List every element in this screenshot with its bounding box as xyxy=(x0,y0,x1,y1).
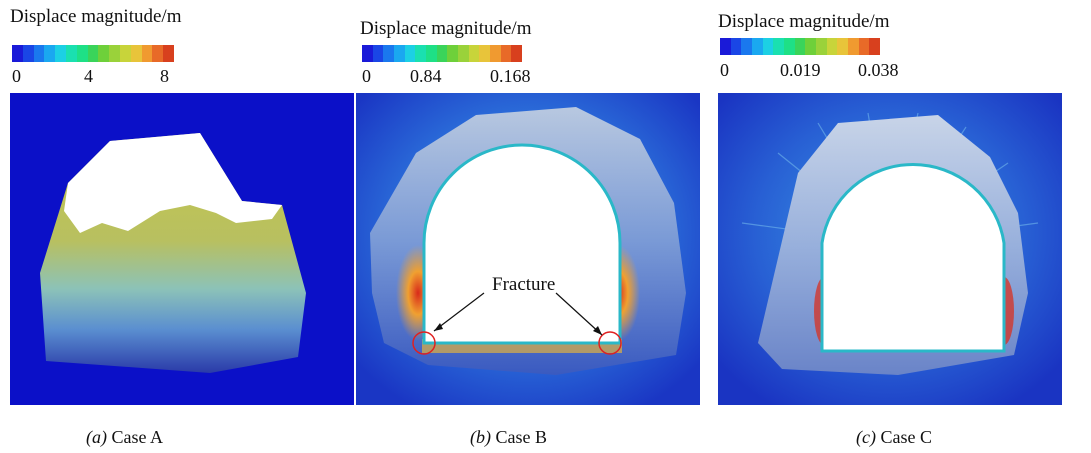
legend-title: Displace magnitude/m xyxy=(360,18,532,39)
legend-tick-mid: 0.84 xyxy=(410,66,442,86)
fracture-marker-left xyxy=(412,331,436,355)
legend-swatch xyxy=(762,38,774,55)
legend-swatch xyxy=(479,45,491,62)
legend-swatch xyxy=(869,38,881,55)
legend-swatch xyxy=(741,38,753,55)
legend-swatch xyxy=(858,38,870,55)
legend-swatch xyxy=(458,45,469,62)
caption-case-a: (a) Case A xyxy=(86,427,163,448)
caption-case-b: (b) Case B xyxy=(470,427,547,448)
legend-title: Displace magnitude/m xyxy=(718,11,890,32)
legend-swatch xyxy=(130,45,142,62)
legend-swatch xyxy=(752,38,763,55)
legend-swatch xyxy=(76,45,88,62)
legend-swatch xyxy=(490,45,501,62)
caption-letter: (a) xyxy=(86,427,107,447)
legend-tick-max: 0.038 xyxy=(858,60,899,80)
legend-color-bar xyxy=(362,45,523,62)
displacement-plot-case-a xyxy=(10,93,354,405)
fracture-marker-right xyxy=(598,331,622,355)
legend-tick-max: 0.168 xyxy=(490,66,531,86)
legend-title: Displace magnitude/m xyxy=(10,6,182,27)
legend-swatch xyxy=(436,45,448,62)
caption-text: Case B xyxy=(491,427,548,447)
legend-swatch xyxy=(152,45,164,62)
legend-swatch xyxy=(383,45,395,62)
legend-swatch xyxy=(87,45,99,62)
legend-swatch xyxy=(848,38,859,55)
legend-swatch xyxy=(12,45,23,62)
legend-swatch xyxy=(816,38,827,55)
legend-swatch xyxy=(826,38,838,55)
caption-text: Case C xyxy=(875,427,932,447)
displacement-plot-case-b xyxy=(356,93,700,405)
legend-swatch xyxy=(98,45,110,62)
legend-swatch xyxy=(65,45,77,62)
caption-letter: (b) xyxy=(470,427,491,447)
legend-swatch xyxy=(447,45,459,62)
legend-swatch xyxy=(119,45,131,62)
legend-swatch xyxy=(109,45,120,62)
legend-swatch xyxy=(500,45,512,62)
legend-color-bar xyxy=(12,45,174,62)
legend-swatch xyxy=(773,38,785,55)
fracture-label: Fracture xyxy=(492,274,556,295)
legend-swatch xyxy=(44,45,56,62)
legend-tick-min: 0 xyxy=(720,60,729,80)
legend-swatch xyxy=(404,45,416,62)
legend-swatch xyxy=(22,45,34,62)
legend-swatch xyxy=(794,38,806,55)
legend-tick-max: 8 xyxy=(160,66,169,86)
legend-swatch xyxy=(730,38,742,55)
legend-swatch xyxy=(372,45,384,62)
displacement-plot-case-c xyxy=(718,93,1062,405)
legend-tick-min: 0 xyxy=(362,66,371,86)
legend-swatch xyxy=(55,45,66,62)
legend-swatch xyxy=(163,45,174,62)
legend-swatch xyxy=(362,45,373,62)
legend-swatch xyxy=(415,45,427,62)
legend-swatch xyxy=(33,45,45,62)
caption-letter: (c) xyxy=(856,427,876,447)
legend-swatch xyxy=(468,45,480,62)
legend-swatch xyxy=(426,45,437,62)
legend-tick-min: 0 xyxy=(12,66,21,86)
caption-text: Case A xyxy=(107,427,164,447)
legend-swatch xyxy=(805,38,817,55)
legend-color-bar xyxy=(720,38,881,55)
legend-swatch xyxy=(394,45,405,62)
legend-swatch xyxy=(511,45,523,62)
legend-swatch xyxy=(141,45,153,62)
legend-swatch xyxy=(784,38,795,55)
legend-swatch xyxy=(837,38,849,55)
legend-swatch xyxy=(720,38,731,55)
legend-tick-mid: 0.019 xyxy=(780,60,821,80)
legend-tick-mid: 4 xyxy=(84,66,93,86)
caption-case-c: (c) Case C xyxy=(856,427,932,448)
